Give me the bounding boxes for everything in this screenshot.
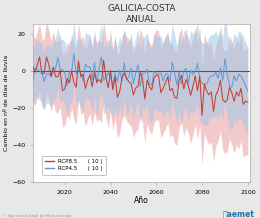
X-axis label: Año: Año xyxy=(134,196,149,205)
Y-axis label: Cambio en nº de días de lluvia: Cambio en nº de días de lluvia xyxy=(4,55,9,151)
Text: ⲧaemet: ⲧaemet xyxy=(223,210,255,218)
Text: © Agencia Estatal de Meteorología: © Agencia Estatal de Meteorología xyxy=(3,214,71,218)
Legend: RCP8.5      ( 10 ), RCP4.5      ( 10 ): RCP8.5 ( 10 ), RCP4.5 ( 10 ) xyxy=(42,156,106,175)
Title: GALICIA-COSTA
ANUAL: GALICIA-COSTA ANUAL xyxy=(107,4,176,24)
